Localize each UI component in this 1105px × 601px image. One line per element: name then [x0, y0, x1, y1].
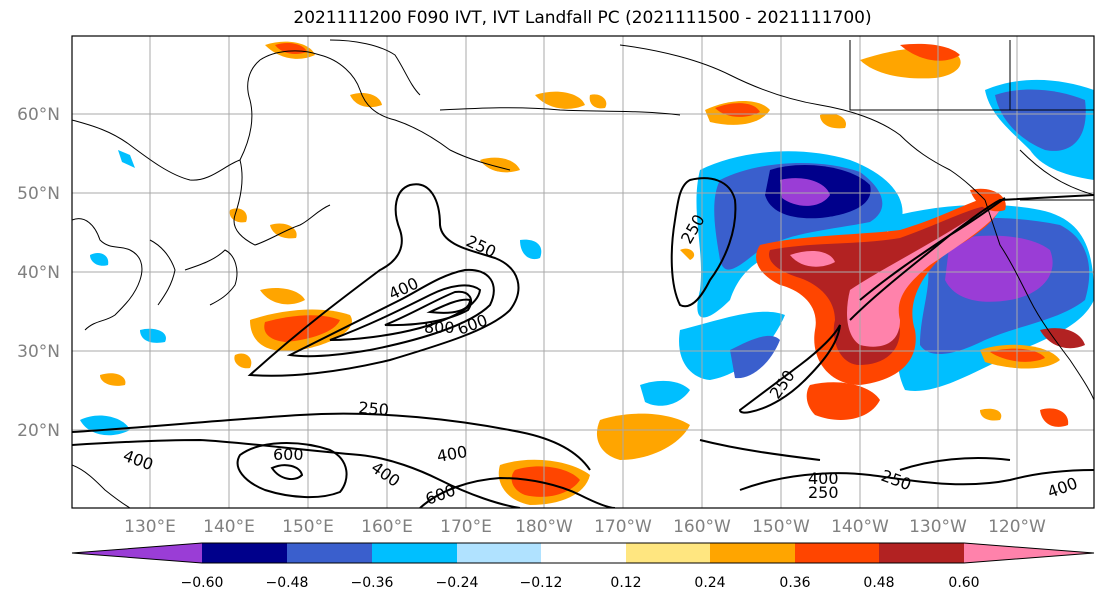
lon-label: 160°W: [673, 517, 731, 537]
lat-label: 60°N: [17, 105, 60, 125]
contour-label: 400: [808, 469, 839, 488]
colorbar-tick-label: −0.48: [266, 575, 309, 591]
colorbar-segment: [372, 543, 457, 563]
graticule: [72, 36, 1094, 508]
lon-label: 130°W: [909, 517, 967, 537]
lon-label: 150°E: [282, 517, 334, 537]
lon-label: 130°E: [124, 517, 176, 537]
colorbar-tick-label: −0.24: [436, 575, 479, 591]
colorbar-outline: [71, 542, 1095, 564]
contour-label: 250: [808, 483, 839, 502]
colorbar-segment: [457, 543, 541, 563]
colorbar: [71, 542, 1095, 564]
colorbar-segment: [964, 543, 1094, 563]
lat-label: 30°N: [17, 342, 60, 362]
colorbar-tick-label: 0.24: [694, 575, 725, 591]
colorbar-segment: [710, 543, 795, 563]
colorbar-segment: [795, 543, 879, 563]
latitude-labels: 60°N 50°N 40°N 30°N 20°N: [17, 105, 60, 441]
colorbar-tick-label: 0.48: [863, 575, 894, 591]
colorbar-segment: [541, 543, 626, 563]
lat-label: 50°N: [17, 184, 60, 204]
coastlines: [72, 39, 1094, 508]
colorbar-segment: [879, 543, 964, 563]
colorbar-tick-label: −0.12: [520, 575, 563, 591]
lon-label: 140°E: [203, 517, 255, 537]
contour-label: 600: [273, 445, 304, 464]
lon-label: 170°E: [440, 517, 492, 537]
colorbar-tick-label: 0.36: [779, 575, 810, 591]
lon-label: 150°W: [752, 517, 810, 537]
lat-label: 20°N: [17, 421, 60, 441]
map-title: 2021111200 F090 IVT, IVT Landfall PC (20…: [293, 8, 872, 28]
lon-label: 140°W: [831, 517, 889, 537]
lon-label: 120°W: [988, 517, 1046, 537]
lon-label: 180°W: [515, 517, 573, 537]
colorbar-segment: [626, 543, 710, 563]
contour-label: 800: [424, 318, 455, 337]
contour-label: 250: [358, 398, 390, 420]
colorbar-tick-label: −0.60: [181, 575, 224, 591]
colorbar-segment: [72, 543, 202, 563]
lat-label: 40°N: [17, 263, 60, 283]
colorbar-tick-labels: −0.60 −0.48 −0.36 −0.24 −0.12 0.12 0.24 …: [181, 575, 980, 591]
ivt-contours: [72, 177, 1094, 508]
map-border: [71, 35, 1095, 509]
colorbar-tick-label: 0.12: [610, 575, 641, 591]
colorbar-tick-label: −0.36: [351, 575, 394, 591]
lon-label: 160°E: [361, 517, 413, 537]
colorbar-tick-label: 0.60: [948, 575, 979, 591]
lon-label: 170°W: [594, 517, 652, 537]
colorbar-segment: [287, 543, 372, 563]
longitude-labels: 130°E 140°E 150°E 160°E 170°E 180°W 170°…: [124, 517, 1046, 537]
colorbar-segment: [202, 543, 287, 563]
